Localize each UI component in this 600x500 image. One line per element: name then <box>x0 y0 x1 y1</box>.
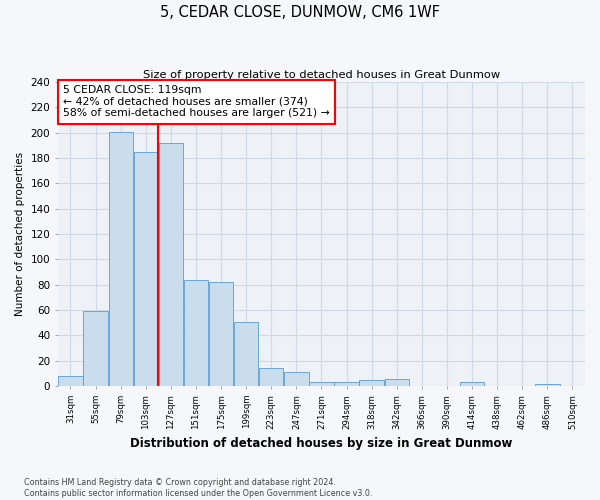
Bar <box>209 282 233 386</box>
Bar <box>460 382 484 386</box>
Bar <box>284 372 308 386</box>
Bar <box>334 382 359 386</box>
Bar <box>159 143 183 386</box>
Bar <box>535 384 560 386</box>
Bar <box>134 152 158 386</box>
X-axis label: Distribution of detached houses by size in Great Dunmow: Distribution of detached houses by size … <box>130 437 512 450</box>
Bar <box>83 312 108 386</box>
Text: 5, CEDAR CLOSE, DUNMOW, CM6 1WF: 5, CEDAR CLOSE, DUNMOW, CM6 1WF <box>160 5 440 20</box>
Bar <box>234 322 259 386</box>
Bar <box>184 280 208 386</box>
Y-axis label: Number of detached properties: Number of detached properties <box>15 152 25 316</box>
Text: 5 CEDAR CLOSE: 119sqm
← 42% of detached houses are smaller (374)
58% of semi-det: 5 CEDAR CLOSE: 119sqm ← 42% of detached … <box>63 85 330 118</box>
Bar <box>359 380 384 386</box>
Text: Contains HM Land Registry data © Crown copyright and database right 2024.
Contai: Contains HM Land Registry data © Crown c… <box>24 478 373 498</box>
Bar <box>259 368 283 386</box>
Bar <box>385 378 409 386</box>
Bar <box>58 376 83 386</box>
Bar <box>309 382 334 386</box>
Bar <box>109 132 133 386</box>
Title: Size of property relative to detached houses in Great Dunmow: Size of property relative to detached ho… <box>143 70 500 80</box>
